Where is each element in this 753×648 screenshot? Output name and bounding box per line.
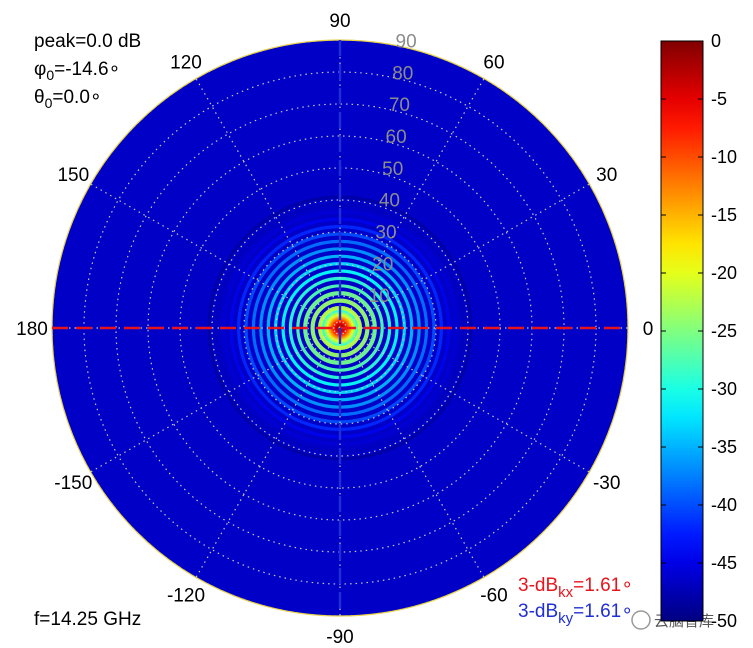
radial-tick-label: 70 [389,95,410,116]
radial-tick-label: 20 [372,254,393,275]
angle-tick-label: -120 [167,586,205,607]
angle-tick-label: -30 [593,473,620,494]
angle-grid-line [339,327,485,578]
angle-grid-line [195,327,341,578]
frequency-label: f=14.25 GHz [34,609,141,630]
radial-tick-label: 10 [369,286,390,307]
angle-tick-label: 120 [170,52,202,73]
angle-tick-label: 0 [643,319,654,340]
beamwidth-kx-label: 3-dBkx=1.61∘ [518,575,633,601]
colorbar-tick-label: -20 [711,263,737,283]
beamwidth-annotations: 3-dBkx=1.61∘ 3-dBky=1.61∘ [518,575,633,627]
colorbar-tick-label: -25 [711,321,737,341]
theta0-label: θ0=0.0∘ [34,87,102,111]
angle-tick-label: 150 [57,165,89,186]
angle-grid-line [339,327,590,473]
angle-tick-label: 90 [329,11,350,32]
radial-tick-label: 30 [375,223,396,244]
angle-tick-label: 180 [16,319,48,340]
colorbar: 0 -5 -10 -15 -20 -25 -30 -35 -40 -45 -50 [660,31,737,631]
phi0-label: φ0=-14.6∘ [34,59,120,83]
colorbar-tick-label: -40 [711,495,737,515]
colorbar-tick-label: -50 [711,611,737,631]
angle-grid-line [339,183,590,329]
angle-tick-label: -90 [326,627,353,648]
beam-info: peak=0.0 dB φ0=-14.6∘ θ0=0.0∘ f=14.25 GH… [34,31,141,630]
colorbar-tick-label: -10 [711,147,737,167]
colorbar-tick-label: -30 [711,379,737,399]
angle-tick-label: -60 [480,586,507,607]
radial-tick-label: 40 [379,191,400,212]
colorbar-tick-label: -5 [711,89,727,109]
colorbar-tick-label: -35 [711,437,737,457]
angle-grid-line [195,78,341,329]
colorbar-tick-label: 0 [711,31,721,51]
radial-tick-label: 60 [386,127,407,148]
colorbar-ticks: 0 -5 -10 -15 -20 -25 -30 -35 -40 -45 -50 [661,31,737,631]
angle-grid-line [90,327,341,473]
peak-label: peak=0.0 dB [34,31,141,52]
angle-tick-label: 60 [483,52,504,73]
beamwidth-ky-label: 3-dBky=1.61∘ [518,601,633,627]
colorbar-tick-label: -45 [711,553,737,573]
colorbar-scale [660,40,704,622]
radial-tick-label: 50 [382,159,403,180]
colorbar-tick-label: -15 [711,205,737,225]
radial-tick-labels: 10 20 30 40 50 60 70 80 90 [369,32,417,308]
watermark-icon [631,610,651,630]
polar-plot: 90 60 30 0 -30 -60 -90 -120 -150 180 150 120 10 20 30… [16,11,653,648]
radial-tick-label: 80 [392,63,413,84]
angle-grid-line [90,183,341,329]
angle-tick-label: 30 [596,165,617,186]
radial-tick-label: 90 [396,32,417,53]
angle-grid-line [339,78,485,329]
angle-tick-labels: 90 60 30 0 -30 -60 -90 -120 -150 180 150 120 [16,11,653,648]
angle-tick-label: -150 [54,473,92,494]
